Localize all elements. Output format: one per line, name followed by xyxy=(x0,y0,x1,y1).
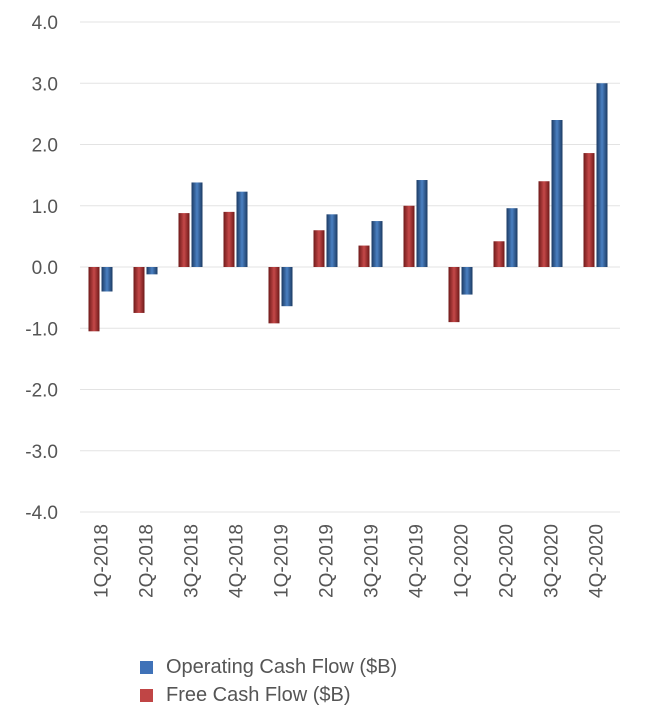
operating-cash-flow-bar xyxy=(326,214,338,267)
y-tick-label: -4.0 xyxy=(25,503,58,524)
operating-cash-flow-bar xyxy=(101,267,113,292)
x-category-label: 3Q-2020 xyxy=(542,524,563,598)
y-tick-label: -3.0 xyxy=(25,442,58,463)
legend-label: Free Cash Flow ($B) xyxy=(166,684,351,706)
x-category-label: 1Q-2018 xyxy=(92,524,113,598)
operating-cash-flow-bar xyxy=(416,180,428,267)
operating-cash-flow-bar xyxy=(596,83,608,267)
x-category-label: 2Q-2020 xyxy=(497,524,518,598)
legend-label: Operating Cash Flow ($B) xyxy=(166,656,397,678)
x-category-label: 4Q-2020 xyxy=(587,524,608,598)
operating-cash-flow-bar xyxy=(236,191,248,267)
free-cash-flow-bar xyxy=(88,267,100,332)
operating-cash-flow-bar xyxy=(371,221,383,267)
legend: Operating Cash Flow ($B) Free Cash Flow (… xyxy=(140,656,397,706)
free-cash-flow-bar xyxy=(493,241,505,267)
operating-cash-flow-bar xyxy=(191,182,203,267)
operating-cash-flow-bar xyxy=(146,267,158,275)
y-tick-label: -2.0 xyxy=(25,381,58,402)
x-category-label: 2Q-2018 xyxy=(137,524,158,598)
y-tick-label: -1.0 xyxy=(25,319,58,340)
y-axis-ticks: 4.0 3.0 2.0 1.0 0.0 -1.0 -2.0 -3.0 -4.0 xyxy=(25,13,58,524)
y-tick-label: 2.0 xyxy=(32,136,58,157)
x-category-label: 4Q-2018 xyxy=(227,524,248,598)
y-tick-label: 0.0 xyxy=(32,258,58,279)
x-category-label: 3Q-2018 xyxy=(182,524,203,598)
free-cash-flow-bar xyxy=(133,267,145,313)
operating-cash-flow-bar xyxy=(461,267,473,295)
free-cash-flow-bar xyxy=(268,267,280,324)
x-category-label: 2Q-2019 xyxy=(317,524,338,598)
x-category-label: 3Q-2019 xyxy=(362,524,383,598)
bars xyxy=(88,83,608,332)
x-category-label: 4Q-2019 xyxy=(407,524,428,598)
operating-cash-flow-bar xyxy=(551,120,563,267)
x-category-label: 1Q-2019 xyxy=(272,524,293,598)
free-cash-flow-bar xyxy=(583,153,595,267)
free-cash-flow-bar xyxy=(223,211,235,267)
free-cash-flow-bar xyxy=(178,213,190,267)
legend-swatch xyxy=(140,661,153,674)
x-category-label: 1Q-2020 xyxy=(452,524,473,598)
legend-swatch xyxy=(140,689,153,702)
operating-cash-flow-bar xyxy=(281,267,293,307)
free-cash-flow-bar xyxy=(358,245,370,267)
y-tick-label: 1.0 xyxy=(32,197,58,218)
free-cash-flow-bar xyxy=(403,205,415,267)
free-cash-flow-bar xyxy=(313,230,325,267)
x-axis-categories: 1Q-2018 2Q-2018 3Q-2018 4Q-2018 1Q-2019 2Q-20… xyxy=(92,524,608,598)
free-cash-flow-bar xyxy=(448,267,460,323)
gridlines xyxy=(80,21,620,513)
y-tick-label: 3.0 xyxy=(32,74,58,95)
operating-cash-flow-bar xyxy=(506,208,518,267)
y-tick-label: 4.0 xyxy=(32,13,58,34)
free-cash-flow-bar xyxy=(538,181,550,267)
